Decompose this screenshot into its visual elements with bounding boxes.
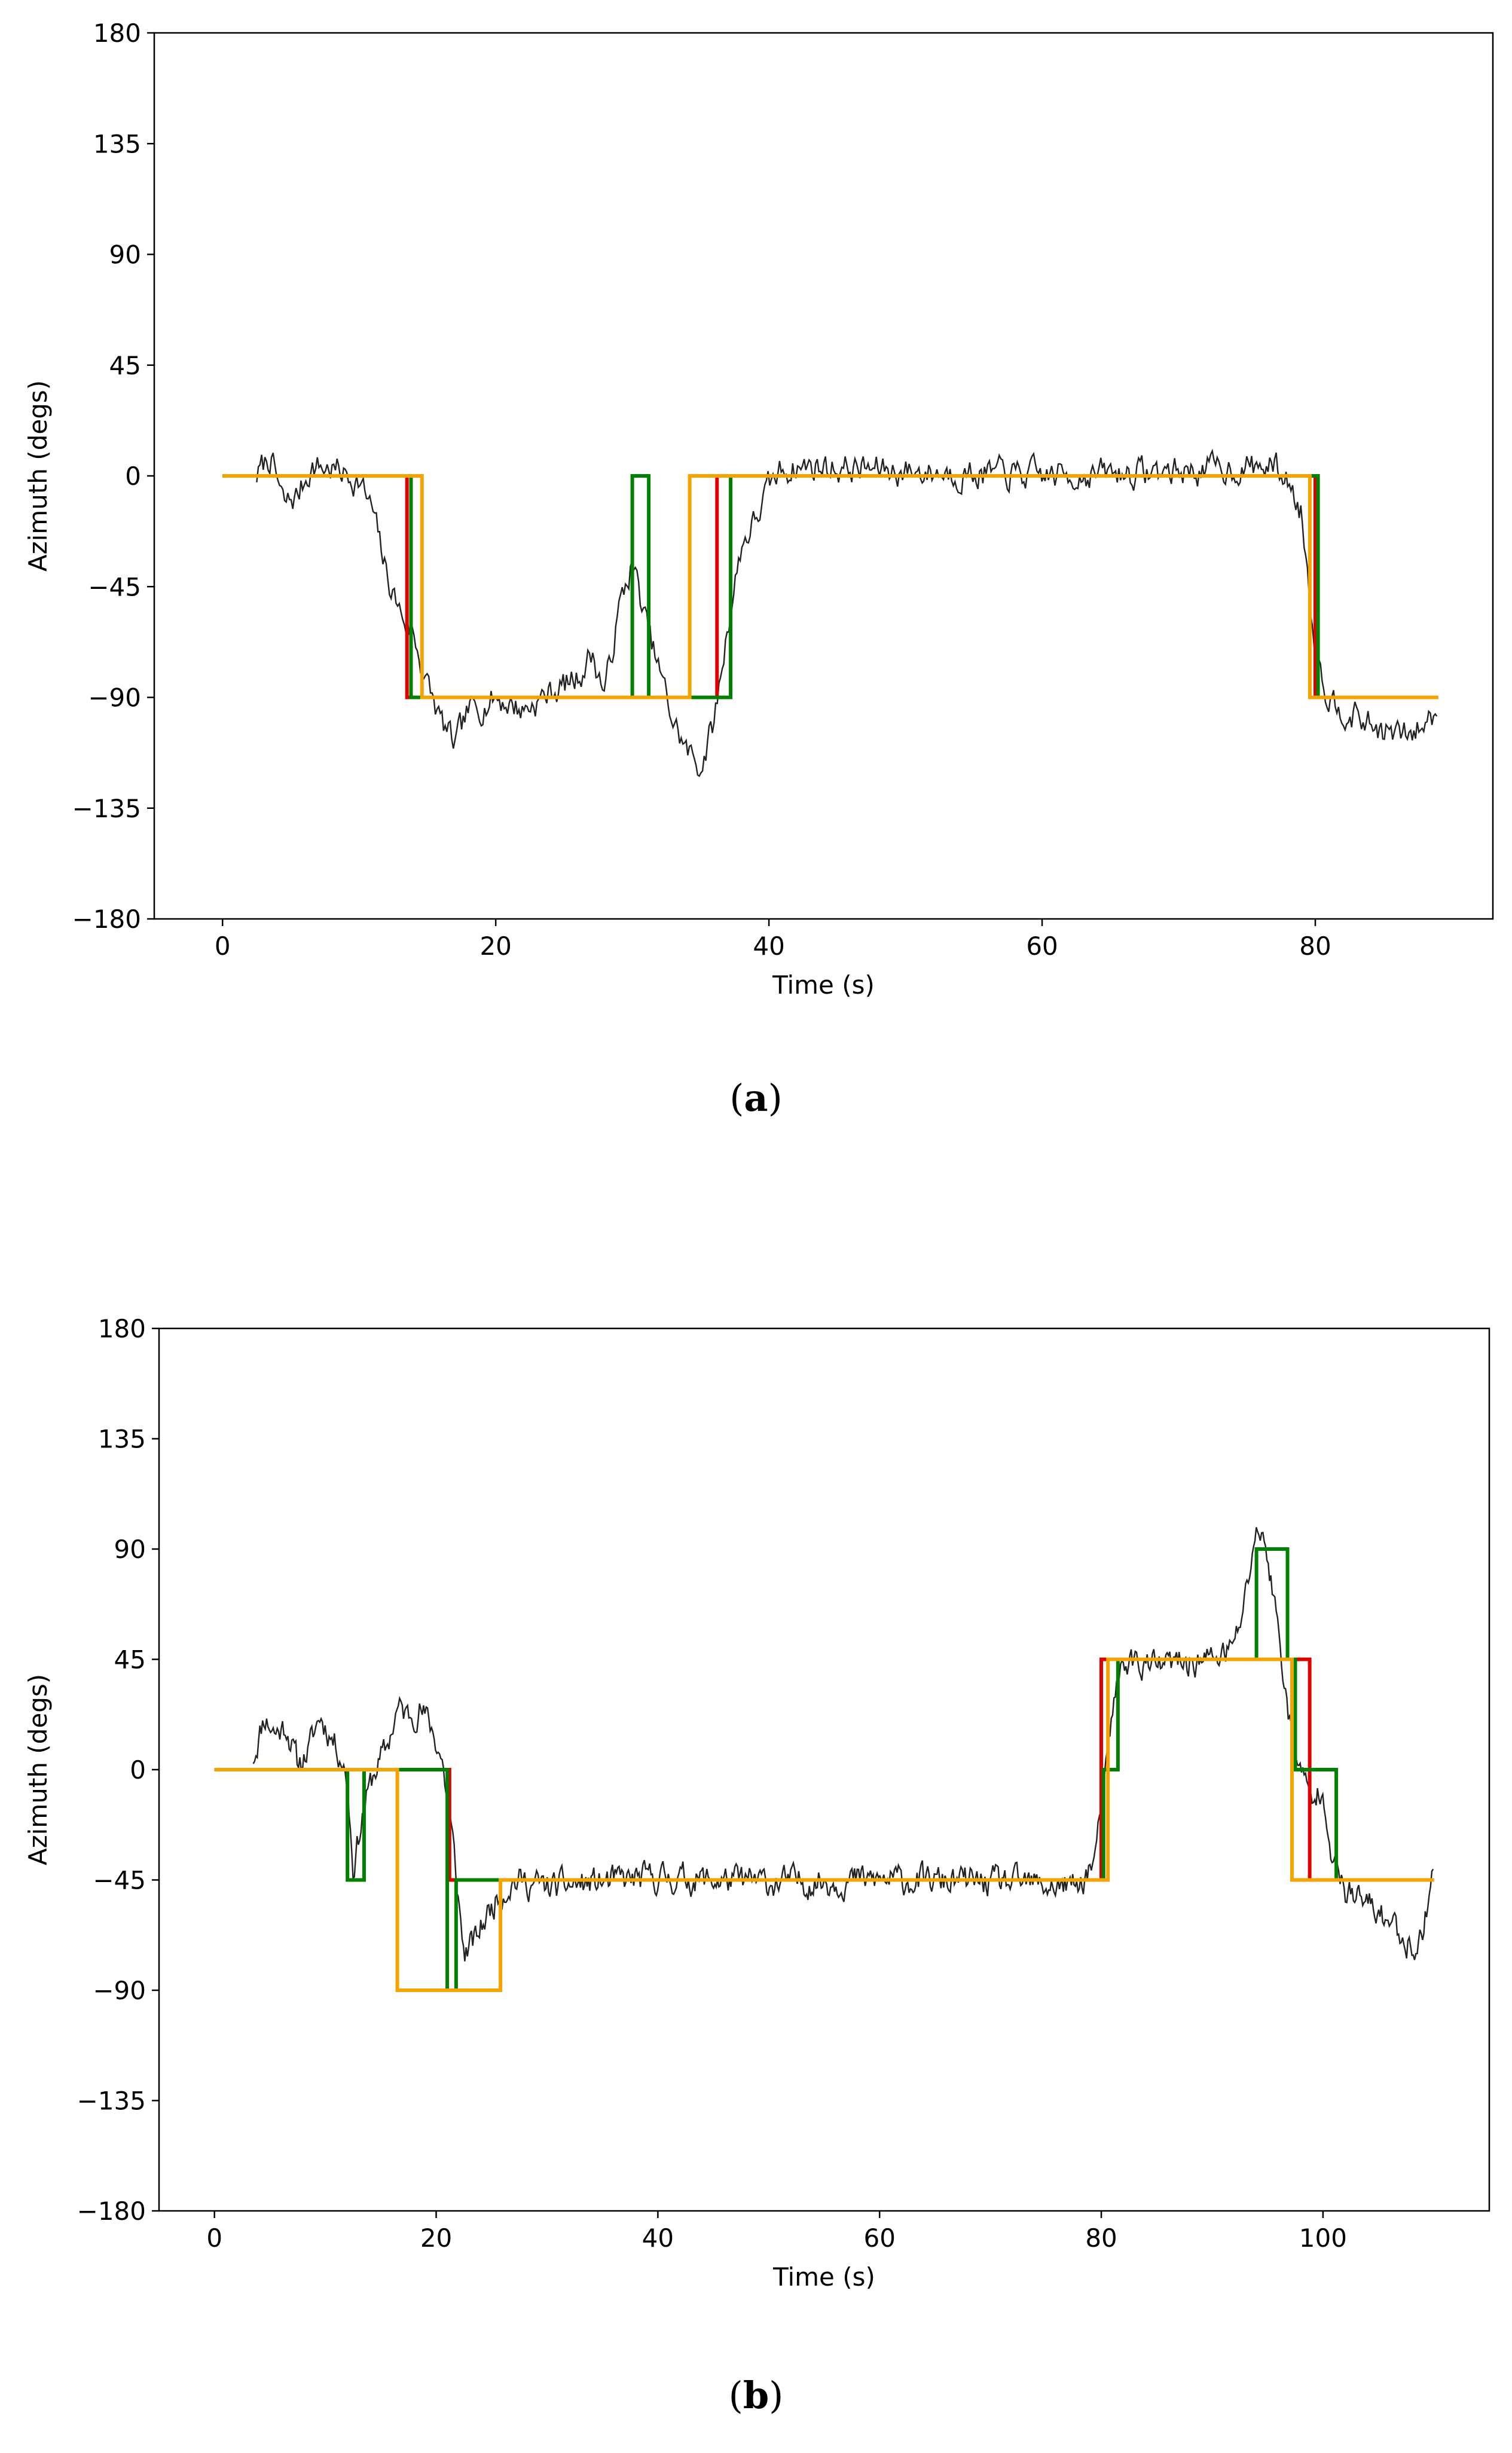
y-tick-label-b: 90: [114, 1535, 146, 1564]
series-line-a-measured: [256, 448, 1438, 777]
x-tick-label-b: 20: [420, 2223, 452, 2253]
x-tick-label-a: 60: [1026, 931, 1058, 961]
y-tick-label-b: 0: [130, 1755, 146, 1785]
y-axis-label-b: Azimuth (degs): [23, 1674, 53, 1865]
y-tick-label-a: 180: [93, 19, 141, 48]
y-tick-label-b: 45: [114, 1645, 146, 1675]
x-axis-label-b: Time (s): [772, 2262, 875, 2292]
x-tick-label-b: 100: [1299, 2223, 1347, 2253]
caption-a-close: ): [768, 1076, 783, 1120]
y-tick-label-a: −45: [88, 572, 141, 601]
x-axis-label-a: Time (s): [772, 970, 875, 1000]
caption-a-letter: a: [744, 1076, 768, 1120]
y-tick-label-a: −135: [72, 794, 141, 823]
series-line-a-green: [222, 474, 1438, 699]
y-axis-label-a: Azimuth (degs): [23, 380, 53, 572]
series-line-b-orange: [214, 1657, 1434, 1992]
caption-a: (a): [0, 1076, 1512, 1120]
x-tick-label-b: 0: [206, 2223, 222, 2253]
x-tick-label-b: 40: [642, 2223, 674, 2253]
y-tick-label-a: 135: [93, 129, 141, 158]
y-tick-label-b: 180: [98, 1314, 146, 1343]
x-tick-label-a: 40: [753, 931, 784, 961]
y-tick-label-b: 135: [98, 1425, 146, 1454]
series-line-a-red: [222, 474, 1438, 699]
caption-b-close: ): [769, 2373, 784, 2417]
x-tick-label-a: 20: [479, 931, 511, 961]
y-tick-label-a: 90: [109, 240, 141, 270]
x-tick-label-b: 60: [863, 2223, 895, 2253]
series-line-a-orange: [222, 474, 1438, 699]
y-tick-label-a: 45: [109, 351, 141, 380]
y-tick-label-b: −135: [77, 2087, 146, 2116]
y-tick-label-a: −90: [88, 683, 141, 713]
x-tick-label-b: 80: [1085, 2223, 1117, 2253]
caption-a-open: (: [729, 1076, 744, 1120]
y-tick-label-b: −45: [93, 1866, 146, 1895]
chart-panel-b: −180 −135 −90 −45 0 45 90 135 180 0 20 40 60 80 100 Tim…: [23, 1314, 1490, 2292]
series-line-b-red: [214, 1657, 1434, 1882]
caption-b: (b): [0, 2373, 1512, 2417]
y-tick-label-a: −180: [72, 905, 141, 934]
series-line-b-green: [214, 1547, 1434, 1992]
caption-b-letter: b: [743, 2373, 769, 2417]
x-tick-label-a: 80: [1299, 931, 1331, 961]
y-tick-label-b: −180: [77, 2197, 146, 2226]
caption-b-open: (: [728, 2373, 743, 2417]
y-tick-label-b: −90: [93, 1976, 146, 2005]
chart-panel-a: −180 −135 −90 −45 0 45 90 135 180 0 20 40 60 80 Time (…: [23, 19, 1494, 1000]
y-tick-label-a: 0: [125, 462, 141, 491]
x-tick-label-a: 0: [215, 931, 231, 961]
